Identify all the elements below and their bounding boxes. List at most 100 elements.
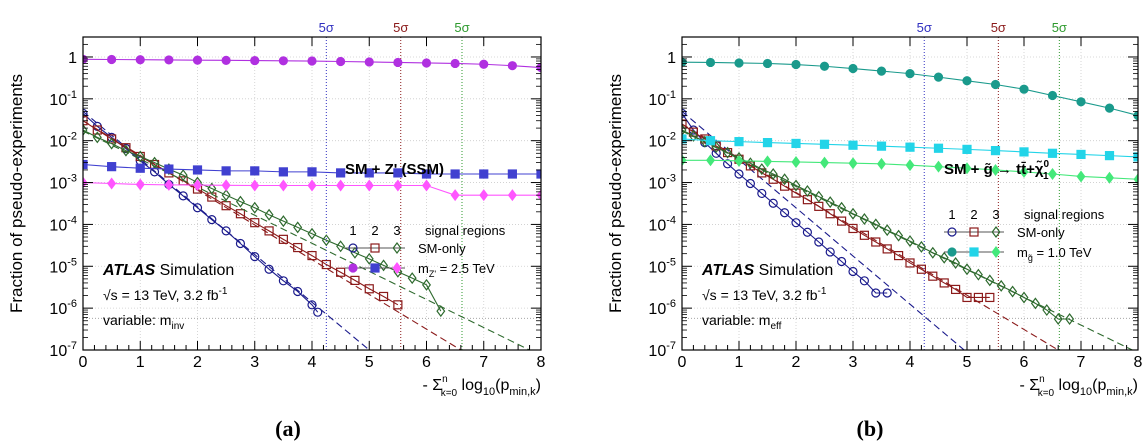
data-point [876,141,887,151]
data-point [250,218,260,228]
legend-marker [370,243,380,253]
data-point [859,230,870,240]
sigma-label: 5σ [917,20,932,35]
data-point [734,137,744,147]
data-point [307,250,317,261]
data-point [762,138,773,148]
data-point [264,226,274,236]
process-annotation: SM + g̃ → tt̄+χ̃0 1 [944,159,1049,182]
data-point [207,182,217,195]
x-tick-label: 4 [906,354,915,371]
data-point [321,234,331,247]
panel-a-caption: (a) [275,416,301,441]
x-tick-label: 5 [963,354,972,371]
data-point [1133,173,1138,186]
data-point [825,196,835,209]
data-point [121,144,131,157]
data-point [768,198,778,208]
data-point [1065,313,1075,326]
data-point [178,169,188,182]
data-point [791,59,801,70]
data-point [307,179,317,192]
data-point [450,169,460,179]
variable-label: variable: meff [702,312,782,332]
data-point [836,256,847,267]
legend-marker [991,226,1001,238]
sigma-label: 5σ [1052,20,1067,35]
sigma-label: 5σ [319,20,334,35]
x-tick-label: 4 [308,354,317,371]
data-point [1105,171,1114,184]
data-point [905,142,915,152]
data-point [107,137,117,150]
data-point [962,162,972,175]
data-point [336,168,346,178]
data-point [107,54,117,65]
legend-header: 1 [349,223,356,238]
data-point [307,227,317,240]
fit-line [682,123,1059,350]
data-point [336,56,346,67]
data-point [192,203,203,213]
data-point [1104,103,1115,113]
data-point [682,134,687,144]
process-annotation: SM + Z' (SSM) [345,161,444,178]
y-tick-label: 10-3 [49,173,77,193]
data-point [871,288,881,298]
data-point [802,184,812,197]
data-point [278,167,288,177]
data-point [905,235,915,248]
data-point [250,252,260,262]
data-point [1019,165,1029,178]
data-point [791,155,801,168]
data-point [135,163,145,173]
data-point [107,162,117,172]
data-point [791,179,801,192]
legend-marker [370,263,380,273]
x-axis-label: - Σn k=0 log10(pmin,k) [1019,374,1138,399]
data-point [83,159,88,170]
data-point [819,139,830,149]
atlas-label: ATLAS Simulation [701,262,833,279]
data-point [92,125,102,135]
data-point [364,168,374,178]
data-point [882,288,892,298]
data-point [507,61,517,71]
y-tick-label: 10-2 [49,131,77,151]
data-point [848,223,858,234]
data-point [313,307,323,317]
legend-label: mg̃ = 1.0 TeV [1017,245,1092,263]
data-point [848,63,858,74]
data-point [848,140,858,150]
data-point [768,168,778,181]
data-point [1104,151,1115,161]
data-point [364,57,374,67]
x-tick-label: 3 [250,354,259,371]
data-point [859,212,869,225]
data-point [933,143,944,153]
y-axis-label: Fraction of pseudo-experiments [606,74,625,313]
data-point [479,189,489,202]
data-point [107,177,117,190]
data-point [791,188,801,198]
data-point [536,169,541,179]
data-point [859,276,870,286]
data-point [711,141,721,154]
data-point [802,227,813,237]
data-point [278,276,288,286]
legend-header: 2 [371,223,378,238]
data-point [150,156,160,169]
data-point [928,246,938,259]
data-point [250,179,260,192]
energy-label: √s = 13 TeV, 3.2 fb-1 [103,286,228,303]
data-point [1019,84,1029,94]
legend-marker [392,242,402,254]
data-point [479,169,489,179]
data-point [1076,149,1086,160]
data-point [307,56,317,66]
data-point [393,168,403,178]
legend-marker [947,247,957,257]
x-tick-label: 8 [1134,354,1143,371]
data-point [164,164,174,174]
data-point [711,148,721,158]
